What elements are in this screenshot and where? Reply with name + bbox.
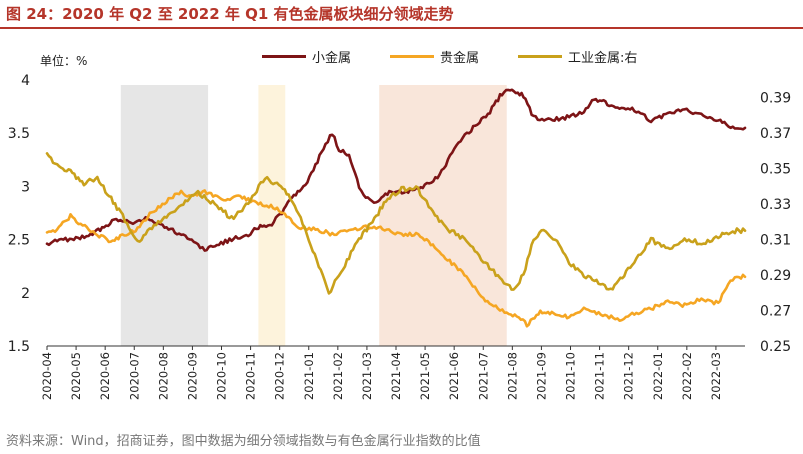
series-line-1	[45, 189, 747, 328]
x-tick-label-16: 2021-08	[505, 352, 519, 400]
highlight-band-2	[379, 85, 507, 346]
unit-label: 单位：%	[40, 54, 88, 68]
x-tick-label-9: 2021-01	[302, 352, 316, 400]
legend-label-industrial-metal: 工业金属:右	[568, 51, 638, 66]
x-tick-label-22: 2022-02	[680, 352, 694, 400]
right-tick-label-2: 0.35	[760, 162, 791, 178]
legend-label-small-metal: 小金属	[312, 51, 352, 66]
right-tick-label-6: 0.27	[760, 304, 791, 320]
x-tick-label-21: 2022-01	[651, 352, 665, 400]
legend-item-precious-metal: 贵金属	[390, 47, 479, 66]
legend-swatch-precious-metal	[390, 55, 434, 58]
x-tick-label-6: 2020-10	[215, 352, 229, 400]
x-tick-label-2: 2020-06	[98, 352, 112, 400]
right-tick-label-5: 0.29	[760, 268, 791, 284]
left-tick-label-0: 4	[21, 73, 30, 89]
source-note: 资料来源：Wind，招商证券，图中数据为细分领域指数与有色金属行业指数的比值	[6, 434, 481, 449]
x-tick-label-10: 2021-02	[331, 352, 345, 400]
left-tick-label-2: 3	[21, 179, 30, 195]
x-tick-label-12: 2021-04	[389, 352, 403, 400]
left-tick-label-5: 1.5	[8, 339, 30, 355]
left-tick-label-1: 3.5	[8, 126, 30, 142]
x-tick-label-17: 2021-09	[534, 352, 548, 400]
legend-label-precious-metal: 贵金属	[440, 51, 480, 66]
x-tick-label-15: 2021-07	[476, 352, 490, 400]
legend: 小金属 贵金属 工业金属:右	[0, 47, 803, 66]
x-tick-label-11: 2021-03	[360, 352, 374, 400]
x-tick-label-0: 2020-04	[40, 352, 54, 400]
legend-swatch-industrial-metal	[518, 55, 562, 58]
left-tick-label-3: 2.5	[8, 233, 30, 249]
x-tick-label-13: 2021-05	[418, 352, 432, 400]
x-tick-label-8: 2020-12	[273, 352, 287, 400]
right-tick-label-7: 0.25	[760, 339, 791, 355]
right-tick-label-1: 0.37	[760, 126, 791, 142]
right-tick-label-4: 0.31	[760, 233, 791, 249]
x-tick-label-7: 2020-11	[244, 352, 258, 400]
x-tick-label-14: 2021-06	[447, 352, 461, 400]
legend-swatch-small-metal	[262, 55, 306, 58]
series-line-2	[45, 152, 747, 295]
chart-title: 图 24：2020 年 Q2 至 2022 年 Q1 有色金属板块细分领域走势	[6, 5, 454, 23]
x-tick-label-3: 2020-07	[127, 352, 141, 400]
x-tick-label-5: 2020-09	[185, 352, 199, 400]
right-tick-label-3: 0.33	[760, 197, 791, 213]
x-tick-label-4: 2020-08	[156, 352, 170, 400]
x-tick-label-19: 2021-11	[593, 352, 607, 400]
legend-item-small-metal: 小金属	[262, 47, 351, 66]
legend-item-industrial-metal: 工业金属:右	[518, 47, 637, 66]
left-tick-label-4: 2	[21, 286, 30, 302]
highlight-band-1	[258, 85, 286, 346]
x-tick-label-1: 2020-05	[69, 352, 83, 400]
x-tick-label-20: 2021-12	[622, 352, 636, 400]
title-rule	[0, 27, 803, 29]
x-tick-label-23: 2022-03	[709, 352, 723, 400]
highlight-band-0	[120, 85, 209, 346]
right-tick-label-0: 0.39	[760, 91, 791, 107]
x-tick-label-18: 2021-10	[564, 352, 578, 400]
